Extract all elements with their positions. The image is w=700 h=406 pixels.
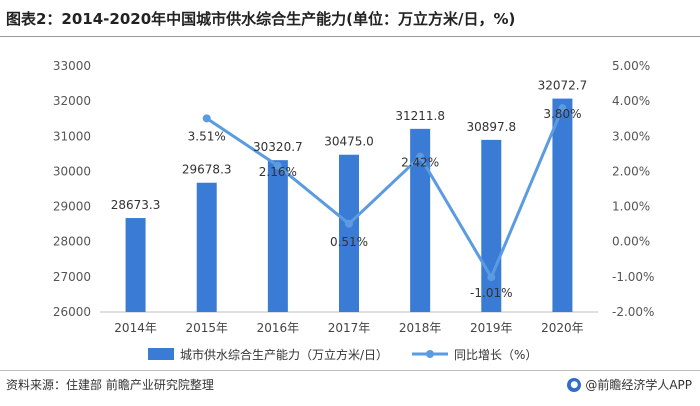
y-left-tick-label: 33000: [53, 59, 91, 73]
bar-value-label: 28673.3: [111, 198, 161, 212]
growth-point: [273, 161, 282, 170]
legend-line-marker: [426, 350, 434, 358]
line-value-label: 3.51%: [188, 129, 226, 143]
bar-value-label: 29678.3: [182, 163, 232, 177]
footer-divider: [0, 370, 700, 371]
x-tick-label: 2019年: [470, 321, 513, 335]
y-left-tick-label: 27000: [53, 270, 91, 284]
bar-value-label: 32072.7: [538, 79, 588, 93]
growth-line: [205, 107, 564, 279]
bar-value-label: 30475.0: [324, 135, 374, 149]
y-left-tick-label: 29000: [53, 200, 91, 214]
x-tick-label: 2017年: [328, 321, 371, 335]
y-left-tick-label: 28000: [53, 235, 91, 249]
line-value-label: 2.16%: [259, 165, 297, 179]
x-tick-label: 2015年: [185, 321, 228, 335]
source-note: 资料来源：住建部 前瞻产业研究院整理: [6, 378, 214, 392]
legend-line-label: 同比增长（%）: [454, 348, 537, 362]
legend-bar-label: 城市供水综合生产能力（万立方米/日）: [180, 347, 388, 362]
line-value-label: 0.51%: [330, 235, 368, 249]
y-right-tick-label: 5.00%: [612, 59, 650, 73]
growth-point: [416, 152, 425, 161]
y-right-tick-label: 0.00%: [612, 235, 650, 249]
bar-value-label: 30897.8: [466, 120, 516, 134]
brand-logo-icon: ●: [567, 377, 582, 392]
bar: [196, 182, 217, 312]
bar: [552, 98, 573, 312]
x-tick-label: 2016年: [257, 321, 300, 335]
y-right-tick-label: 2.00%: [612, 164, 650, 178]
brand-label: @前瞻经济学人APP: [585, 378, 692, 392]
bar: [410, 128, 431, 312]
bar-value-label: 31211.8: [395, 109, 445, 123]
y-right-tick-label: 4.00%: [612, 94, 650, 108]
y-left-tick-label: 32000: [53, 94, 91, 108]
bar: [339, 154, 359, 312]
legend-bar-swatch: [148, 348, 174, 360]
brand-credit: ● @前瞻经济学人APP: [567, 376, 692, 393]
y-right-tick-label: -2.00%: [612, 305, 654, 319]
line-value-label: -1.01%: [470, 286, 512, 300]
bar: [125, 218, 146, 312]
y-left-tick-label: 26000: [53, 305, 91, 319]
x-tick-label: 2014年: [114, 321, 157, 335]
chart-title: 图表2：2014-2020年中国城市供水综合生产能力(单位：万立方米/日，%): [6, 10, 516, 28]
growth-point: [202, 114, 211, 123]
y-left-tick-label: 30000: [53, 164, 91, 178]
x-tick-label: 2018年: [399, 321, 442, 335]
y-right-tick-label: 1.00%: [612, 200, 650, 214]
y-left-tick-label: 31000: [53, 129, 91, 143]
title-divider: [0, 36, 700, 37]
growth-point: [345, 219, 353, 228]
x-tick-label: 2020年: [541, 321, 584, 335]
bar: [267, 160, 288, 312]
bar-value-label: 30320.7: [253, 140, 303, 154]
y-right-tick-label: -1.00%: [612, 270, 654, 284]
line-value-label: 3.80%: [543, 107, 581, 121]
line-value-label: 2.42%: [401, 156, 439, 170]
y-right-tick-label: 3.00%: [612, 129, 650, 143]
growth-point: [487, 273, 496, 282]
chart-canvas: 26000 27000 28000 29000 30000 31000 32000 33000…: [53, 59, 655, 362]
growth-point: [558, 104, 567, 113]
